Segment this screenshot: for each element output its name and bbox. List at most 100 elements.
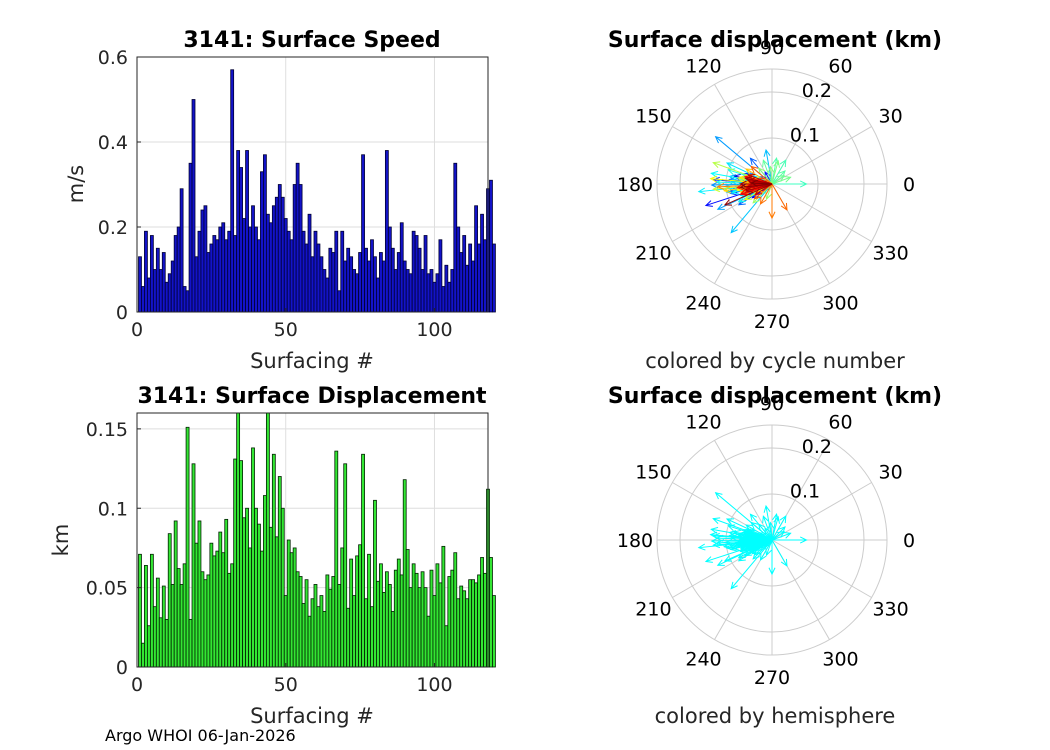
displacement-bar xyxy=(379,563,383,668)
polar-cycle-vector-head xyxy=(714,135,723,144)
displacement-bar xyxy=(144,565,148,668)
displacement-bar xyxy=(263,495,267,668)
speed-bar xyxy=(414,235,419,313)
polar-cycle-vector xyxy=(754,183,773,200)
speed-bar xyxy=(206,252,211,313)
speed-bar xyxy=(286,230,291,313)
speed-bar xyxy=(188,162,193,313)
displacement-bar xyxy=(280,507,285,668)
polar-cycle-vector-head xyxy=(747,173,756,181)
polar-hemisphere-angle-label: 180 xyxy=(617,530,653,552)
displacement-bar xyxy=(381,591,386,668)
speed-bar xyxy=(167,273,172,313)
speed-bar xyxy=(399,222,404,313)
polar-cycle-vector-head xyxy=(768,211,776,220)
polar-cycle-vector xyxy=(745,177,773,185)
polar-hemisphere-vector xyxy=(771,516,779,541)
displacement-y-tick-label: 0.1 xyxy=(98,498,128,520)
displacement-bar xyxy=(233,458,238,668)
polar-hemisphere-vector xyxy=(771,531,785,541)
polar-hemisphere-vector-head xyxy=(749,513,758,522)
polar-cycle-vector-head xyxy=(745,185,754,193)
polar-cycle-vector xyxy=(724,183,773,206)
polar-hemisphere-vector-head xyxy=(723,555,732,562)
speed-bar xyxy=(271,205,276,313)
polar-cycle-ring-label: 0.2 xyxy=(802,80,832,102)
speed-bar xyxy=(152,269,157,313)
displacement-bar xyxy=(141,642,145,668)
displacement-bar xyxy=(358,544,362,668)
displacement-bar xyxy=(441,545,446,668)
speed-bar xyxy=(390,247,395,313)
polar-hemisphere-vector-head xyxy=(704,556,713,563)
speed-bar xyxy=(248,226,252,313)
polar-cycle-vector-head xyxy=(733,173,742,181)
polar-cycle-vector-head xyxy=(763,148,771,157)
footer-credit: Argo WHOI 06-Jan-2026 xyxy=(105,726,296,745)
displacement-bar xyxy=(438,582,443,668)
speed-x-axis-label: Surfacing # xyxy=(250,349,374,373)
polar-hemisphere-caption: colored by hemisphere xyxy=(655,704,896,728)
speed-bar xyxy=(280,196,285,313)
displacement-bar xyxy=(298,576,303,668)
speed-bar xyxy=(444,264,449,313)
speed-bar xyxy=(447,281,452,313)
speed-x-tick-label: 0 xyxy=(131,319,143,341)
speed-bar xyxy=(376,277,380,313)
speed-bar xyxy=(465,264,470,313)
displacement-bar xyxy=(477,574,481,668)
speed-axes-frame xyxy=(136,56,489,313)
displacement-x-axis-label: Surfacing # xyxy=(250,704,374,728)
polar-cycle-vector-head xyxy=(799,180,808,188)
displacement-bar xyxy=(459,585,464,668)
polar-hemisphere-vector-head xyxy=(714,491,723,500)
speed-bar xyxy=(251,205,255,313)
polar-hemisphere-vector-head xyxy=(739,539,748,547)
speed-bar xyxy=(423,235,428,313)
speed-y-tick-label: 0 xyxy=(116,302,128,324)
speed-bar xyxy=(322,269,327,313)
displacement-bar xyxy=(480,557,484,668)
displacement-bar xyxy=(373,499,377,668)
speed-bar xyxy=(170,260,175,313)
displacement-bar xyxy=(254,507,258,668)
polar-hemisphere-vector-head xyxy=(762,515,769,524)
polar-hemisphere-vector-head xyxy=(750,521,759,530)
polar-cycle-vector-head xyxy=(749,157,758,166)
polar-hemisphere-vector-head xyxy=(747,529,756,537)
polar-cycle-title: Surface displacement (km) xyxy=(608,28,942,53)
speed-bar xyxy=(274,196,279,313)
speed-bar xyxy=(343,260,348,313)
polar-hemisphere-vector-head xyxy=(777,530,786,538)
displacement-bar xyxy=(370,606,374,668)
polar-hemisphere-vector-head xyxy=(723,542,731,550)
displacement-x-tick-label: 50 xyxy=(274,674,298,696)
speed-bar xyxy=(426,273,431,313)
displacement-bar xyxy=(355,555,360,668)
displacement-bar xyxy=(462,590,467,668)
displacement-bar xyxy=(271,453,276,668)
polar-hemisphere-vector-head xyxy=(697,543,706,551)
displacement-bar xyxy=(411,563,416,668)
polar-cycle-vector xyxy=(750,166,773,185)
displacement-bar xyxy=(167,533,172,668)
polar-hemisphere-vector xyxy=(748,530,773,541)
displacement-bar xyxy=(402,479,407,668)
speed-bar xyxy=(179,188,184,313)
speed-bar xyxy=(307,213,312,313)
polar-hemisphere-vector xyxy=(745,533,773,541)
polar-cycle-vector-head xyxy=(723,199,732,206)
speed-y-axis-label: m/s xyxy=(64,165,88,203)
speed-bar xyxy=(319,256,324,313)
speed-bar xyxy=(379,252,383,313)
displacement-bar xyxy=(420,571,425,668)
polar-hemisphere-vector xyxy=(771,526,786,541)
displacement-bar xyxy=(322,611,327,668)
polar-cycle-vector xyxy=(769,166,773,185)
displacement-bar xyxy=(286,539,291,668)
polar-cycle-angle-label: 330 xyxy=(872,243,908,265)
polar-cycle-vector-head xyxy=(739,180,747,188)
displacement-x-tick-label: 0 xyxy=(131,674,143,696)
polar-hemisphere-vector xyxy=(762,516,773,541)
polar-cycle-vector-head xyxy=(712,161,721,168)
